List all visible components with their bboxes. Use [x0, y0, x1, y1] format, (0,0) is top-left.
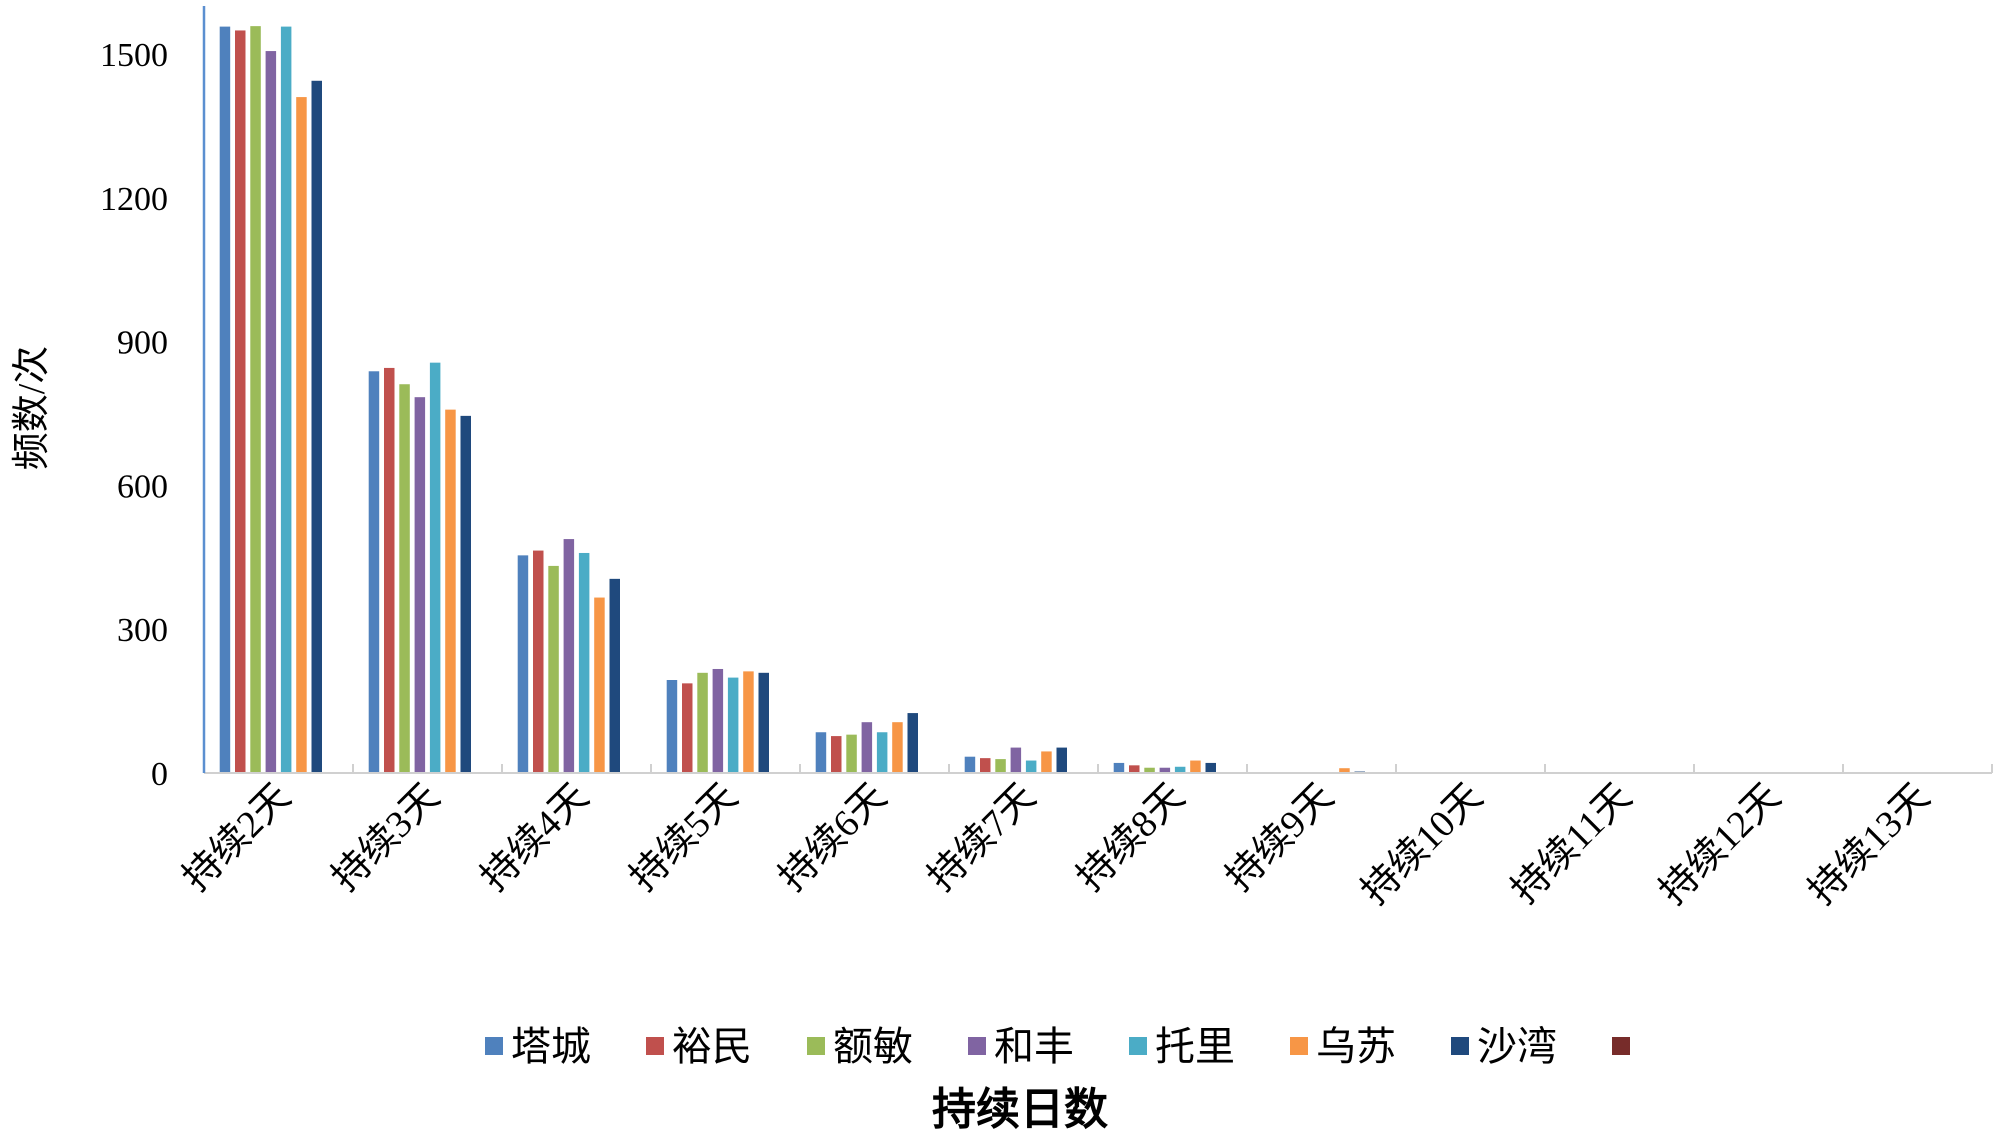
bar-s5-c0: [296, 97, 307, 773]
bar-s5-c2: [594, 597, 605, 773]
bar-s5-c1: [445, 409, 456, 773]
x-tick-labels: 持续2天 持续3天 持续4天 持续5天 持续6天 持续7天 持续8天 持续9天 持续10天 持续1…: [175, 776, 1938, 913]
y-axis-title: 频数/次: [11, 346, 53, 471]
y-tick-label: 0: [151, 756, 168, 793]
bar-s5-c4: [892, 722, 903, 773]
bar-s3-c6: [1159, 767, 1171, 773]
bar-s4-c6: [1174, 766, 1186, 773]
bar-s2-c0: [250, 26, 261, 773]
bar-s0-c3: [666, 680, 678, 773]
bar-s4-c3: [727, 677, 739, 773]
bar-s6-c1: [460, 415, 471, 773]
bar-group: [219, 26, 1514, 774]
x-tick-label: 持续11天: [1504, 776, 1640, 912]
bar-s0-c6: [1113, 762, 1125, 773]
bar-s0-c1: [368, 371, 380, 773]
legend-swatch: [968, 1037, 986, 1055]
bar-s5-c6: [1190, 760, 1201, 773]
bar-s1-c5: [980, 758, 991, 773]
legend-swatch: [807, 1037, 825, 1055]
bar-s6-c6: [1205, 762, 1216, 773]
bar-s3-c5: [1010, 747, 1022, 773]
y-tick-label: 1200: [100, 181, 168, 218]
x-tick-label: 持续7天: [920, 776, 1044, 900]
axes: [202, 6, 1993, 774]
bar-s4-c1: [429, 362, 441, 773]
bar-s4-c2: [578, 552, 590, 773]
bar-s5-c3: [743, 671, 754, 773]
legend-label: 塔城: [511, 1024, 591, 1069]
legend-label: 托里: [1155, 1024, 1235, 1069]
y-tick-labels: 0 300 600 900 1200 1500: [100, 37, 168, 793]
x-tick-label: 持续6天: [771, 776, 895, 900]
bar-s0-c0: [219, 26, 231, 774]
y-tick-label: 1500: [100, 37, 168, 74]
legend-swatch: [1129, 1037, 1147, 1055]
bar-s1-c1: [384, 367, 395, 773]
bar-s2-c4: [846, 734, 857, 773]
bar-s0-c2: [517, 555, 529, 773]
bar-s2-c5: [995, 759, 1006, 773]
bar-s1-c3: [682, 683, 693, 773]
bar-s2-c6: [1144, 767, 1155, 773]
bar-s1-c2: [533, 550, 544, 773]
legend-swatch: [485, 1037, 503, 1055]
legend-label: 乌苏: [1316, 1024, 1396, 1069]
bar-s4-c4: [876, 732, 888, 773]
bar-s1-c6: [1129, 765, 1140, 773]
bar-s5-c5: [1041, 751, 1052, 773]
legend: 塔城 裕民 额敏 和丰 托里 乌苏 沙湾: [485, 1024, 1630, 1069]
y-tick-label: 600: [117, 468, 168, 505]
bar-s3-c4: [861, 722, 873, 773]
y-tick-label: 300: [117, 612, 168, 649]
bar-s6-c3: [758, 672, 769, 773]
bar-s1-c4: [831, 736, 842, 773]
bar-s1-c0: [235, 30, 246, 773]
x-tick-label: 持续8天: [1069, 776, 1193, 900]
legend-label: 沙湾: [1477, 1024, 1557, 1069]
bar-s5-c7: [1339, 768, 1350, 773]
legend-label: 额敏: [833, 1024, 913, 1069]
x-axis-title: 持续日数: [932, 1085, 1108, 1134]
bar-s3-c1: [414, 397, 426, 773]
bar-s4-c0: [280, 26, 292, 774]
x-tick-label: 持续13天: [1801, 776, 1938, 913]
bar-s6-c4: [907, 713, 918, 773]
bar-s3-c0: [265, 51, 277, 774]
bar-s0-c4: [815, 732, 827, 773]
x-tick-label: 持续12天: [1652, 776, 1789, 913]
y-tick-label: 900: [117, 325, 168, 362]
legend-swatch: [1290, 1037, 1308, 1055]
bar-s3-c2: [563, 539, 575, 774]
legend-label: 和丰: [994, 1024, 1074, 1069]
bar-s2-c2: [548, 565, 559, 773]
bar-s6-c5: [1056, 747, 1067, 773]
legend-label: 裕民: [672, 1024, 752, 1069]
x-tick-label: 持续4天: [473, 776, 597, 900]
legend-swatch: [646, 1037, 664, 1055]
bar-s4-c5: [1025, 760, 1037, 773]
bar-s6-c0: [311, 80, 322, 773]
bar-s3-c3: [712, 668, 724, 773]
x-tick-label: 持续2天: [175, 776, 299, 900]
bar-s2-c3: [697, 672, 708, 773]
legend-swatch: [1451, 1037, 1469, 1055]
bar-s2-c1: [399, 384, 410, 773]
bar-s0-c5: [964, 756, 976, 773]
x-tick-label: 持续9天: [1218, 776, 1342, 900]
x-tick-label: 持续5天: [622, 776, 746, 900]
bar-s6-c2: [609, 578, 620, 773]
x-tick-label: 持续3天: [324, 776, 448, 900]
x-tick-label: 持续10天: [1354, 776, 1491, 913]
legend-swatch: [1612, 1037, 1630, 1055]
